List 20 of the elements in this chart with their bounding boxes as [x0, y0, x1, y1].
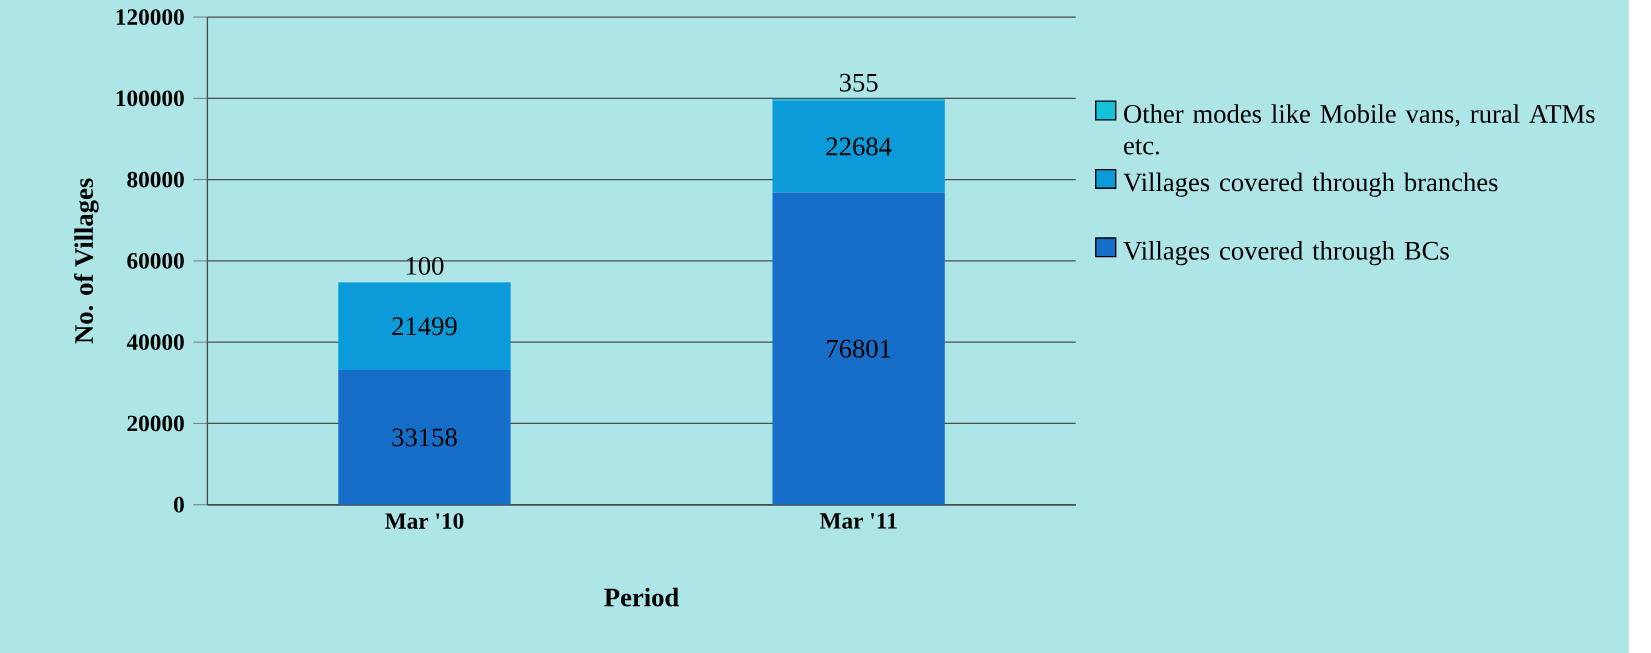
data-label: 33158 [392, 428, 457, 447]
y-tick-label: 20000 [127, 415, 184, 432]
data-label: 100 [406, 256, 444, 275]
legend-label: Villages covered through branches [1123, 172, 1498, 197]
legend-label: Villages covered through BCs [1123, 240, 1449, 266]
data-label: 21499 [392, 317, 457, 336]
data-label: 355 [839, 73, 878, 92]
x-tick-label: Mar '11 [819, 513, 897, 529]
y-tick-label: 100000 [116, 90, 184, 106]
y-tick-label: 120000 [116, 8, 184, 25]
legend-label: Other modes like Mobile vans, rural ATMs etc. [1124, 103, 1595, 155]
y-tick-label: 60000 [127, 252, 184, 269]
data-label: 22684 [826, 137, 892, 156]
y-tick-label: 0 [173, 496, 184, 513]
y-tick-label: 80000 [127, 171, 184, 188]
y-axis-title: No. of Villages [74, 178, 99, 344]
data-label: 76801 [827, 339, 891, 358]
y-tick-label: 40000 [126, 334, 184, 350]
x-tick-label: Mar '10 [385, 512, 464, 529]
x-axis-title: Period [604, 587, 679, 607]
